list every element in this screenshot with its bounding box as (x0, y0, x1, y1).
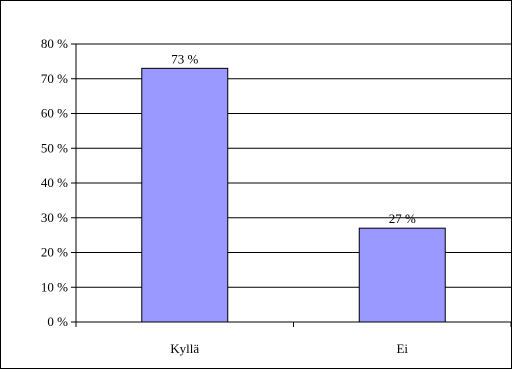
y-tick-label: 0 % (47, 314, 68, 329)
bars (141, 67, 446, 323)
data-label: 27 % (389, 211, 416, 226)
y-tick-label: 50 % (41, 140, 68, 155)
data-label: 73 % (171, 51, 198, 66)
x-tick-label: Kyllä (170, 341, 199, 356)
x-tick-label: Ei (396, 341, 408, 356)
y-tick-label: 70 % (41, 71, 68, 86)
y-tick-label: 20 % (41, 245, 68, 260)
bar (358, 227, 446, 323)
y-tick-label: 60 % (41, 106, 68, 121)
labels: 0 % 10 % 20 % 30 % 40 % 50 % 60 % 70 % 80 % 73 % K… (41, 36, 416, 356)
axes (71, 43, 512, 327)
y-tick-label: 80 % (41, 36, 68, 51)
y-tick-label: 10 % (41, 279, 68, 294)
bar (141, 67, 229, 323)
y-tick-label: 40 % (41, 175, 68, 190)
y-tick-label: 30 % (41, 210, 68, 225)
